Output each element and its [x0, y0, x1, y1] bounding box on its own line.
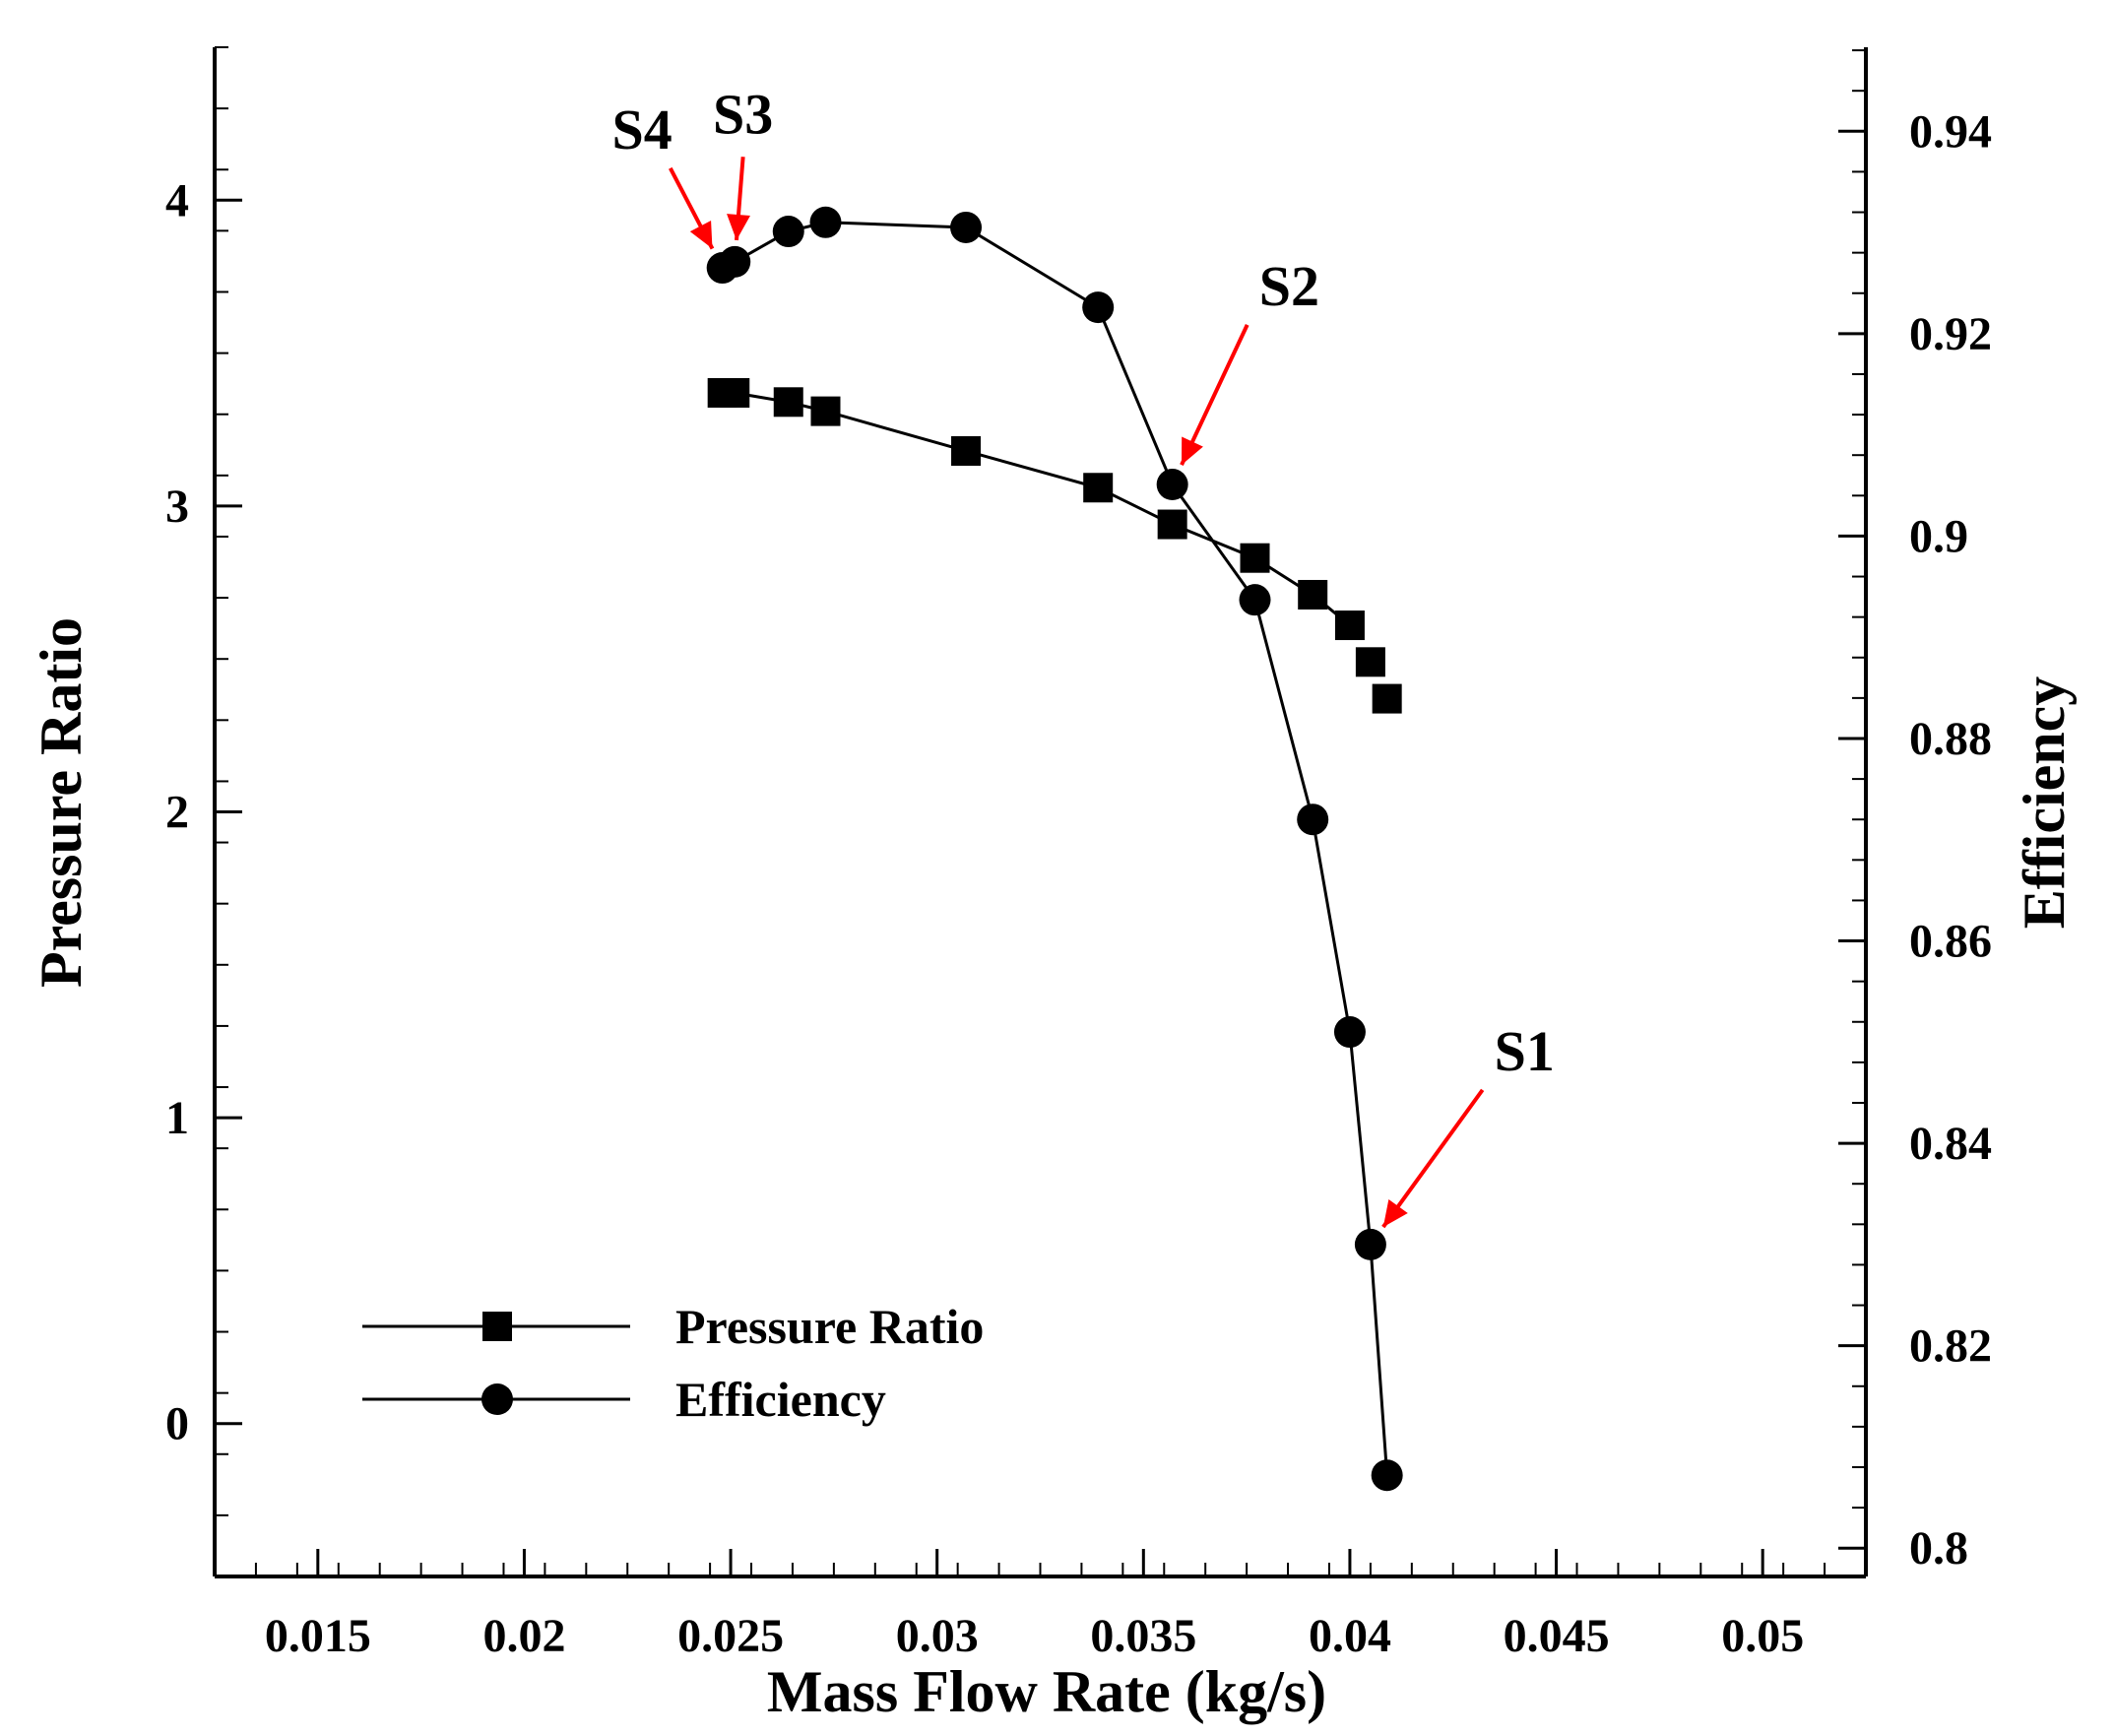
y2-axis-title: Efficiency	[2012, 676, 2077, 930]
efficiency-marker	[1082, 291, 1115, 324]
x-tick-label: 0.05	[1721, 1610, 1804, 1662]
efficiency-marker	[719, 245, 751, 278]
pressure-ratio-line-line	[722, 391, 1351, 627]
efficiency-marker	[772, 216, 804, 248]
x-axis-title: Mass Flow Rate (kg/s)	[767, 1659, 1326, 1724]
x-tick-label: 0.035	[1090, 1610, 1196, 1662]
y-tick-label: 4	[165, 174, 189, 226]
annotation-arrowhead	[727, 214, 750, 240]
efficiency-marker	[950, 211, 983, 243]
legend-label: Efficiency	[675, 1372, 886, 1427]
x-tick-label: 0.045	[1504, 1610, 1610, 1662]
legend-square-marker	[482, 1312, 512, 1341]
x-tick-label: 0.02	[482, 1610, 565, 1662]
annotation-arrow	[1180, 324, 1249, 466]
y2-tick-label: 0.82	[1909, 1320, 1992, 1373]
y-tick-label: 1	[165, 1092, 189, 1144]
y-tick-label: 3	[165, 481, 189, 533]
annotations-group: S1 S2 S3 S4	[612, 82, 1555, 1229]
series-group	[706, 206, 1403, 1492]
x-tick-label: 0.025	[677, 1610, 784, 1662]
y-tick-label: 2	[165, 787, 189, 839]
y2-tick-label: 0.9	[1909, 510, 1968, 562]
pressure-ratio-marker	[1355, 647, 1385, 677]
efficiency-marker	[1156, 469, 1188, 501]
y2-tick-label: 0.84	[1909, 1118, 1992, 1170]
y2-tick-label: 0.92	[1909, 308, 1992, 360]
efficiency-marker	[809, 206, 842, 238]
legend-circle-marker	[481, 1383, 513, 1415]
axes-frame	[213, 47, 1868, 1578]
y-axis-title: Pressure Ratio	[29, 617, 94, 988]
efficiency-marker	[1371, 1459, 1403, 1492]
y-tick-label: 0	[165, 1398, 189, 1450]
efficiency-marker	[1354, 1228, 1386, 1260]
x-tick-label: 0.04	[1309, 1610, 1391, 1662]
legend-label: Pressure Ratio	[675, 1299, 984, 1354]
efficiency-marker	[1239, 584, 1271, 616]
annotation-arrowhead	[689, 220, 713, 249]
x-tick-label: 0.015	[265, 1610, 371, 1662]
efficiency-marker	[1297, 804, 1329, 836]
annotation-label: S1	[1495, 1019, 1555, 1083]
x-tick-label: 0.03	[896, 1610, 979, 1662]
y2-tick-label: 0.94	[1909, 105, 1992, 158]
annotation-label: S2	[1259, 254, 1319, 318]
annotation-arrowhead	[1382, 1198, 1408, 1228]
annotation-label: S3	[713, 82, 773, 146]
y2-tick-label: 0.88	[1909, 713, 1992, 765]
efficiency-marker	[1333, 1016, 1366, 1049]
y2-tick-label: 0.86	[1909, 916, 1992, 968]
axis-ticks: 0.015 0.02 0.025 0.03 0.035 0.04 0.045 0.05 0 1 2 3…	[165, 46, 1992, 1662]
annotation-arrowhead	[1182, 436, 1203, 466]
annotation-label: S4	[612, 97, 673, 161]
pressure-ratio-marker	[1372, 683, 1402, 714]
legend: Pressure Ratio Efficiency	[362, 1299, 984, 1427]
annotation-arrow	[1381, 1088, 1485, 1229]
y2-tick-label: 0.8	[1909, 1522, 1968, 1575]
